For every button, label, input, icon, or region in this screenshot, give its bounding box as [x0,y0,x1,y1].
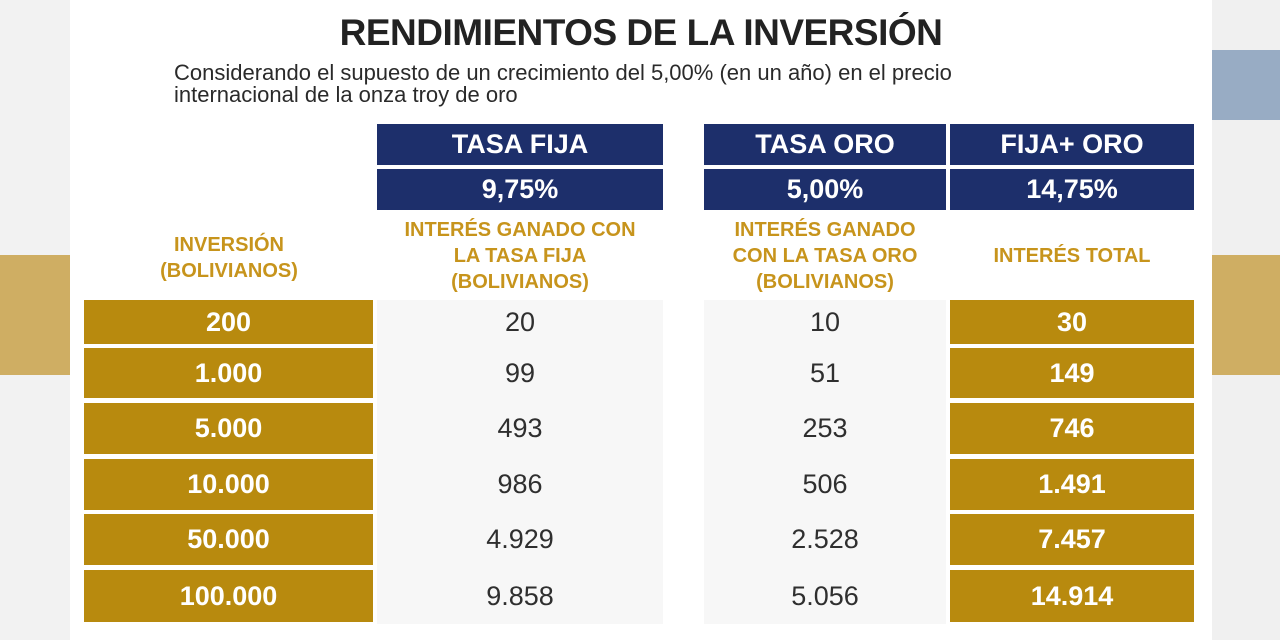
header-tasa-fija: TASA FIJA [377,124,663,165]
page-title: RENDIMIENTOS DE LA INVERSIÓN [339,12,943,53]
data-column-bg-fija [377,300,663,624]
background-blue-block [1212,50,1280,120]
subtitle-line-1: Considerando el supuesto de un crecimien… [174,60,952,85]
column-label-fija-line-3: (BOLIVIANOS) [451,271,589,293]
column-label-oro-line-2: CON LA TASA ORO [732,245,918,267]
column-label-fija-line-1: INTERÉS GANADO CON [404,219,636,241]
table-row-6-total: 14.914 [950,570,1194,622]
header-tasa-oro: TASA ORO [704,124,946,165]
column-label-fija-line-2: LA TASA FIJA [453,245,587,267]
background-left-panel [0,0,70,640]
column-label-interes-fija: INTERÉS GANADO CON LA TASA FIJA (BOLIVIA… [377,214,663,298]
column-label-interes-total: INTERÉS TOTAL [993,245,1151,267]
table-row-1-total: 30 [950,300,1194,344]
column-label-oro-line-3: (BOLIVIANOS) [756,271,894,293]
subtitle: Considerando el supuesto de un crecimien… [174,62,1154,106]
table-row-2-fija: 99 [504,357,536,388]
column-label-inversion-line-1: INVERSIÓN [173,234,285,256]
column-label-oro-line-1: INTERÉS GANADO [734,219,916,241]
header-fija-oro: FIJA+ ORO [950,124,1194,165]
table-row-3-total: 746 [950,403,1194,454]
table-row-4-inversion: 10.000 [84,459,373,510]
table-row-4-total: 1.491 [950,459,1194,510]
table-row-1-oro: 10 [809,306,841,337]
subtitle-line-2: internacional de la onza troy de oro [174,82,518,107]
table-row-2-oro: 51 [809,357,841,388]
table-row-3-fija: 493 [497,413,543,443]
table-row-6-fija: 9.858 [486,580,554,611]
header-tasa-fija-rate: 9,75% [377,169,663,210]
background-gold-band-left [0,255,70,375]
table-row-3-oro: 253 [802,413,848,443]
header-tasa-oro-rate: 5,00% [704,169,946,210]
table-row-5-inversion: 50.000 [84,514,373,565]
table-row-5-oro: 2.528 [791,524,859,554]
table-row-4-fija: 986 [497,469,543,499]
table-row-1-inversion: 200 [84,300,373,344]
background-gold-band-right [1212,255,1280,375]
investment-returns-card: RENDIMIENTOS DE LA INVERSIÓN Considerand… [70,0,1212,640]
table-row-5-total: 7.457 [950,514,1194,565]
background-right-panel [1212,0,1280,640]
table-row-6-inversion: 100.000 [84,570,373,622]
data-column-bg-oro [704,300,946,624]
header-fija-oro-rate: 14,75% [950,169,1194,210]
table-row-4-oro: 506 [802,469,848,499]
table-row-2-inversion: 1.000 [84,348,373,398]
table-row-6-oro: 5.056 [791,580,859,611]
table-row-2-total: 149 [950,348,1194,398]
column-label-inversion-line-2: (BOLIVIANOS) [160,260,298,282]
table-row-1-fija: 20 [504,306,536,337]
table-row-3-inversion: 5.000 [84,403,373,454]
column-label-interes-oro: INTERÉS GANADO CON LA TASA ORO (BOLIVIAN… [704,214,946,298]
column-label-inversion: INVERSIÓN (BOLIVIANOS) [84,220,374,296]
table-row-5-fija: 4.929 [486,524,554,554]
